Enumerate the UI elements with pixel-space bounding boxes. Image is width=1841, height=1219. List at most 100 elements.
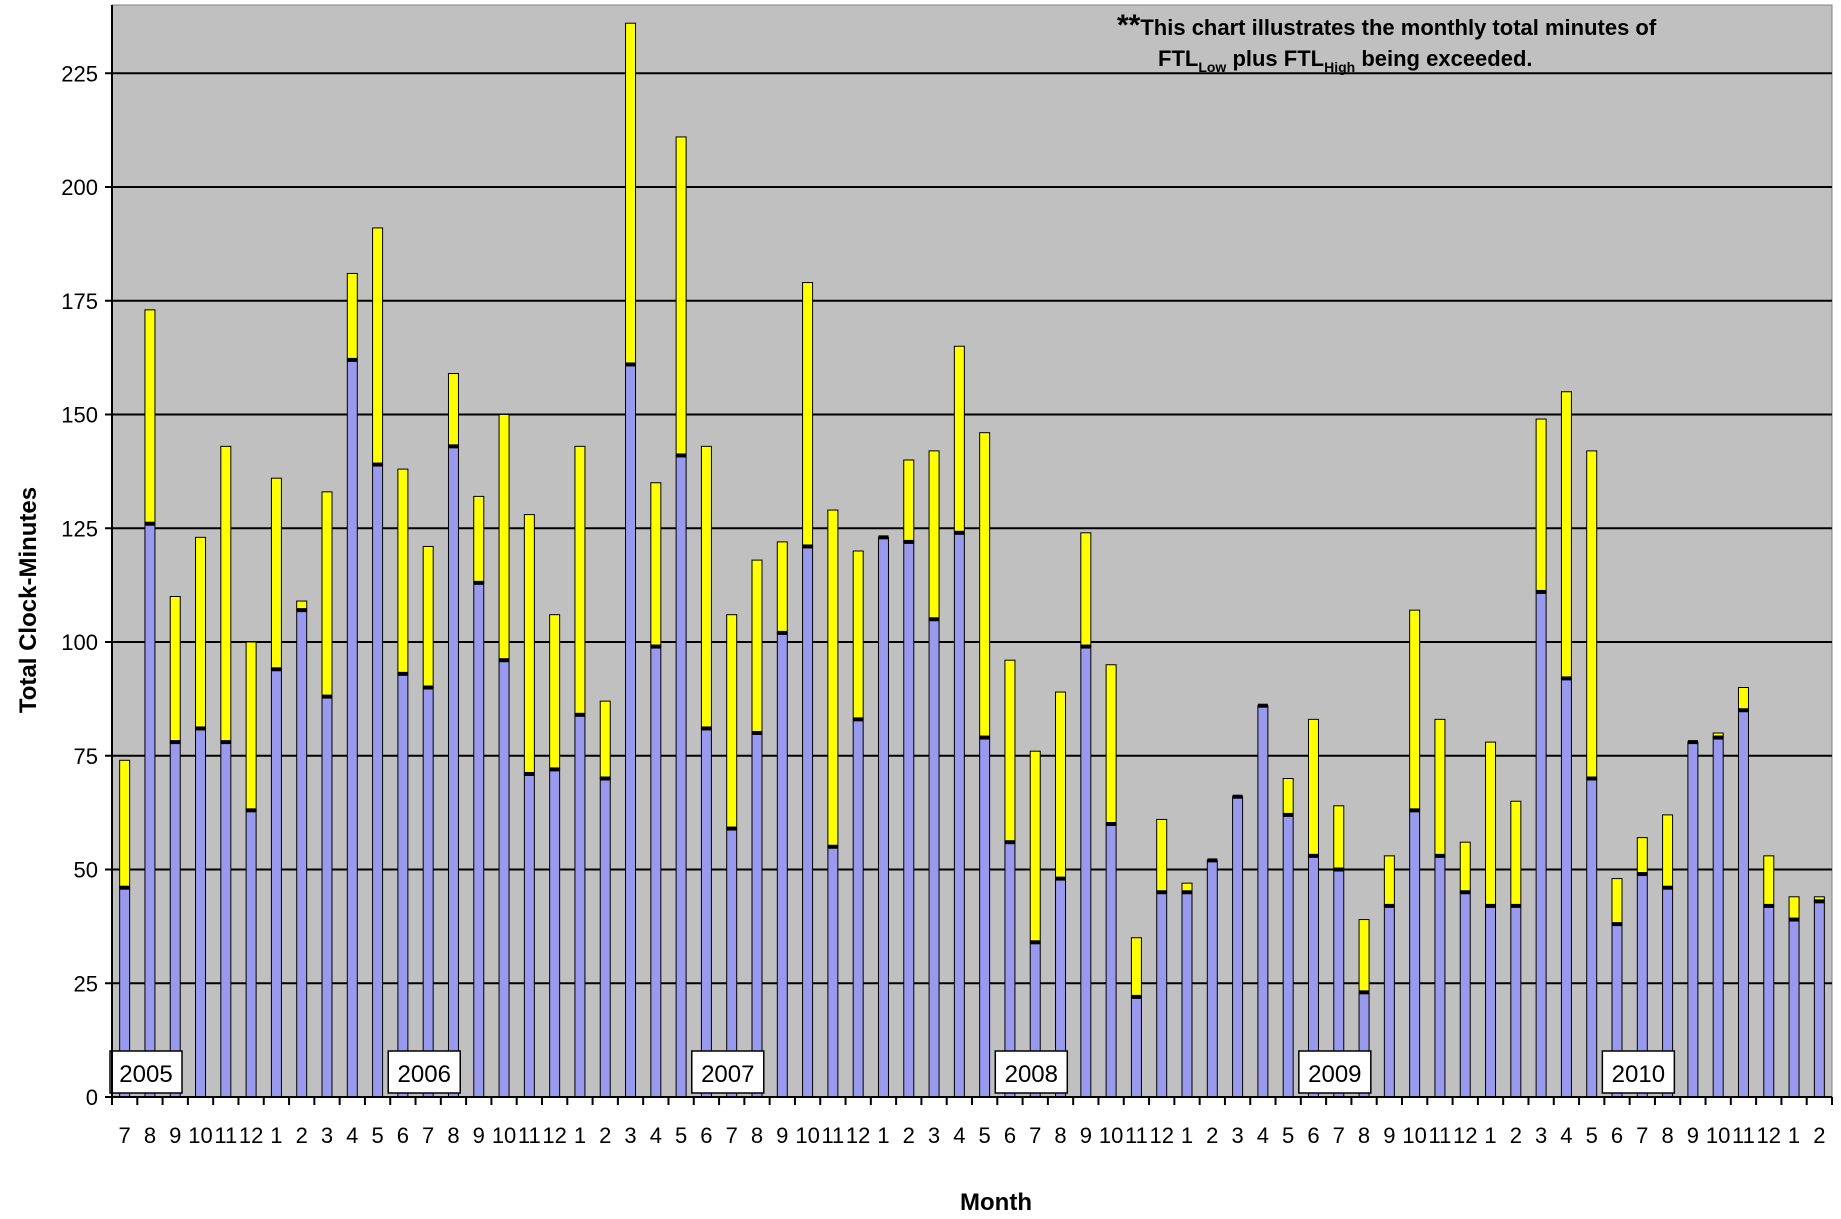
x-tick-label: 8 — [751, 1123, 763, 1148]
x-tick-label: 7 — [1029, 1123, 1041, 1148]
bar-ftl-low — [877, 536, 889, 1098]
year-label: 2010 — [1612, 1061, 1665, 1088]
x-tick-label: 7 — [1333, 1123, 1345, 1148]
x-tick-label: 1 — [1788, 1123, 1800, 1148]
bar-ftl-low — [195, 727, 207, 1098]
bar-ftl-low — [827, 846, 839, 1098]
bar-ftl-high — [1080, 532, 1092, 648]
x-tick-label: 11 — [214, 1123, 237, 1148]
bar-ftl-high — [1055, 691, 1067, 880]
x-tick-label: 8 — [144, 1123, 156, 1148]
y-tick-label: 175 — [61, 289, 98, 314]
y-tick-label: 50 — [74, 858, 98, 883]
x-tick-label: 2 — [1206, 1123, 1218, 1148]
x-tick-label: 9 — [1383, 1123, 1395, 1148]
x-tick-label: 9 — [169, 1123, 181, 1148]
year-label-box — [109, 1050, 183, 1094]
x-tick-label: 11 — [1125, 1123, 1148, 1148]
bar-ftl-low — [700, 727, 712, 1098]
x-tick-label: 4 — [650, 1123, 662, 1148]
bar-ftl-low — [245, 809, 257, 1098]
bar-ftl-high — [1004, 659, 1016, 843]
x-tick-label: 10 — [795, 1123, 819, 1148]
x-tick-label: 2 — [903, 1123, 915, 1148]
bar-ftl-low — [979, 737, 991, 1098]
x-tick-label: 4 — [1560, 1123, 1572, 1148]
bar-ftl-low — [776, 632, 788, 1098]
bar-ftl-low — [928, 618, 940, 1098]
year-label: 2009 — [1308, 1061, 1361, 1088]
bar-ftl-high — [1307, 718, 1319, 857]
bar-ftl-high — [726, 614, 738, 830]
bar-ftl-low — [523, 773, 535, 1098]
year-label: 2007 — [701, 1061, 754, 1088]
x-tick-label: 11 — [1429, 1123, 1452, 1148]
annotation-prefix: ** — [1117, 9, 1141, 42]
bar-ftl-high — [245, 641, 257, 811]
bar-ftl-low — [625, 363, 637, 1098]
y-tick-label: 225 — [61, 61, 98, 86]
y-tick-label: 150 — [61, 403, 98, 428]
y-tick-label: 125 — [61, 516, 98, 541]
bar-ftl-low — [220, 741, 232, 1098]
plot-area — [111, 4, 1833, 1098]
bar-ftl-low — [1510, 905, 1522, 1098]
bar-ftl-high — [1788, 896, 1800, 921]
bar-ftl-high — [1383, 855, 1395, 907]
bar-ftl-low — [346, 359, 358, 1098]
x-tick-label: 5 — [371, 1123, 383, 1148]
y-tick-label: 100 — [61, 630, 98, 655]
x-tick-label: 6 — [1611, 1123, 1623, 1148]
x-tick-label: 1 — [574, 1123, 586, 1148]
bar-ftl-high — [119, 759, 131, 889]
y-axis-ticks: 0 25 50 75 100 125 150 175 200 225 — [61, 61, 112, 1110]
bar-ftl-low — [1409, 809, 1421, 1098]
bar-ftl-high — [1535, 418, 1547, 593]
bar-ftl-low — [953, 532, 965, 1098]
bar-ftl-low — [549, 768, 561, 1098]
bar-ftl-low — [1712, 737, 1724, 1098]
x-tick-label: 12 — [1757, 1123, 1781, 1148]
x-tick-label: 9 — [776, 1123, 788, 1148]
bar-ftl-high — [1611, 878, 1623, 925]
bar-ftl-low — [1130, 996, 1142, 1098]
x-tick-label: 8 — [1054, 1123, 1066, 1148]
bar-ftl-high — [953, 345, 965, 534]
x-tick-label: 7 — [726, 1123, 738, 1148]
year-labels: 2005 2006 2007 2008 2009 2010 — [109, 1050, 1676, 1094]
bar-ftl-low — [473, 582, 485, 1098]
y-tick-label: 0 — [86, 1085, 98, 1110]
x-tick-label: 12 — [542, 1123, 566, 1148]
bar-ftl-high — [1029, 750, 1041, 943]
x-tick-label: 6 — [397, 1123, 409, 1148]
x-tick-label: 4 — [346, 1123, 358, 1148]
bar-ftl-low — [903, 541, 915, 1098]
bar-ftl-high — [169, 596, 181, 743]
x-tick-label: 10 — [1706, 1123, 1730, 1148]
x-tick-label: 1 — [1181, 1123, 1193, 1148]
bar-ftl-low — [1383, 905, 1395, 1098]
bar-ftl-low — [372, 464, 384, 1098]
x-tick-label: 2 — [599, 1123, 611, 1148]
x-tick-label: 8 — [1661, 1123, 1673, 1148]
x-tick-label: 6 — [1307, 1123, 1319, 1148]
y-tick-label: 75 — [74, 744, 98, 769]
x-tick-label: 9 — [473, 1123, 485, 1148]
bar-ftl-low — [1737, 709, 1749, 1098]
year-label: 2008 — [1005, 1061, 1058, 1088]
x-axis-title: Month — [960, 1189, 1032, 1216]
x-tick-label: 12 — [846, 1123, 870, 1148]
x-tick-label: 1 — [1484, 1123, 1496, 1148]
bar-ftl-low — [498, 659, 510, 1098]
annotation-tail: being exceeded. — [1355, 46, 1532, 71]
x-tick-label: 10 — [492, 1123, 516, 1148]
x-tick-label: 3 — [1231, 1123, 1243, 1148]
x-tick-label: 2 — [296, 1123, 308, 1148]
x-tick-label: 8 — [447, 1123, 459, 1148]
bar-ftl-high — [903, 459, 915, 543]
bar-ftl-low — [1813, 900, 1825, 1098]
bar-ftl-low — [1434, 855, 1446, 1098]
x-tick-label: 5 — [675, 1123, 687, 1148]
x-tick-label: 1 — [877, 1123, 889, 1148]
bar-ftl-low — [1763, 905, 1775, 1098]
